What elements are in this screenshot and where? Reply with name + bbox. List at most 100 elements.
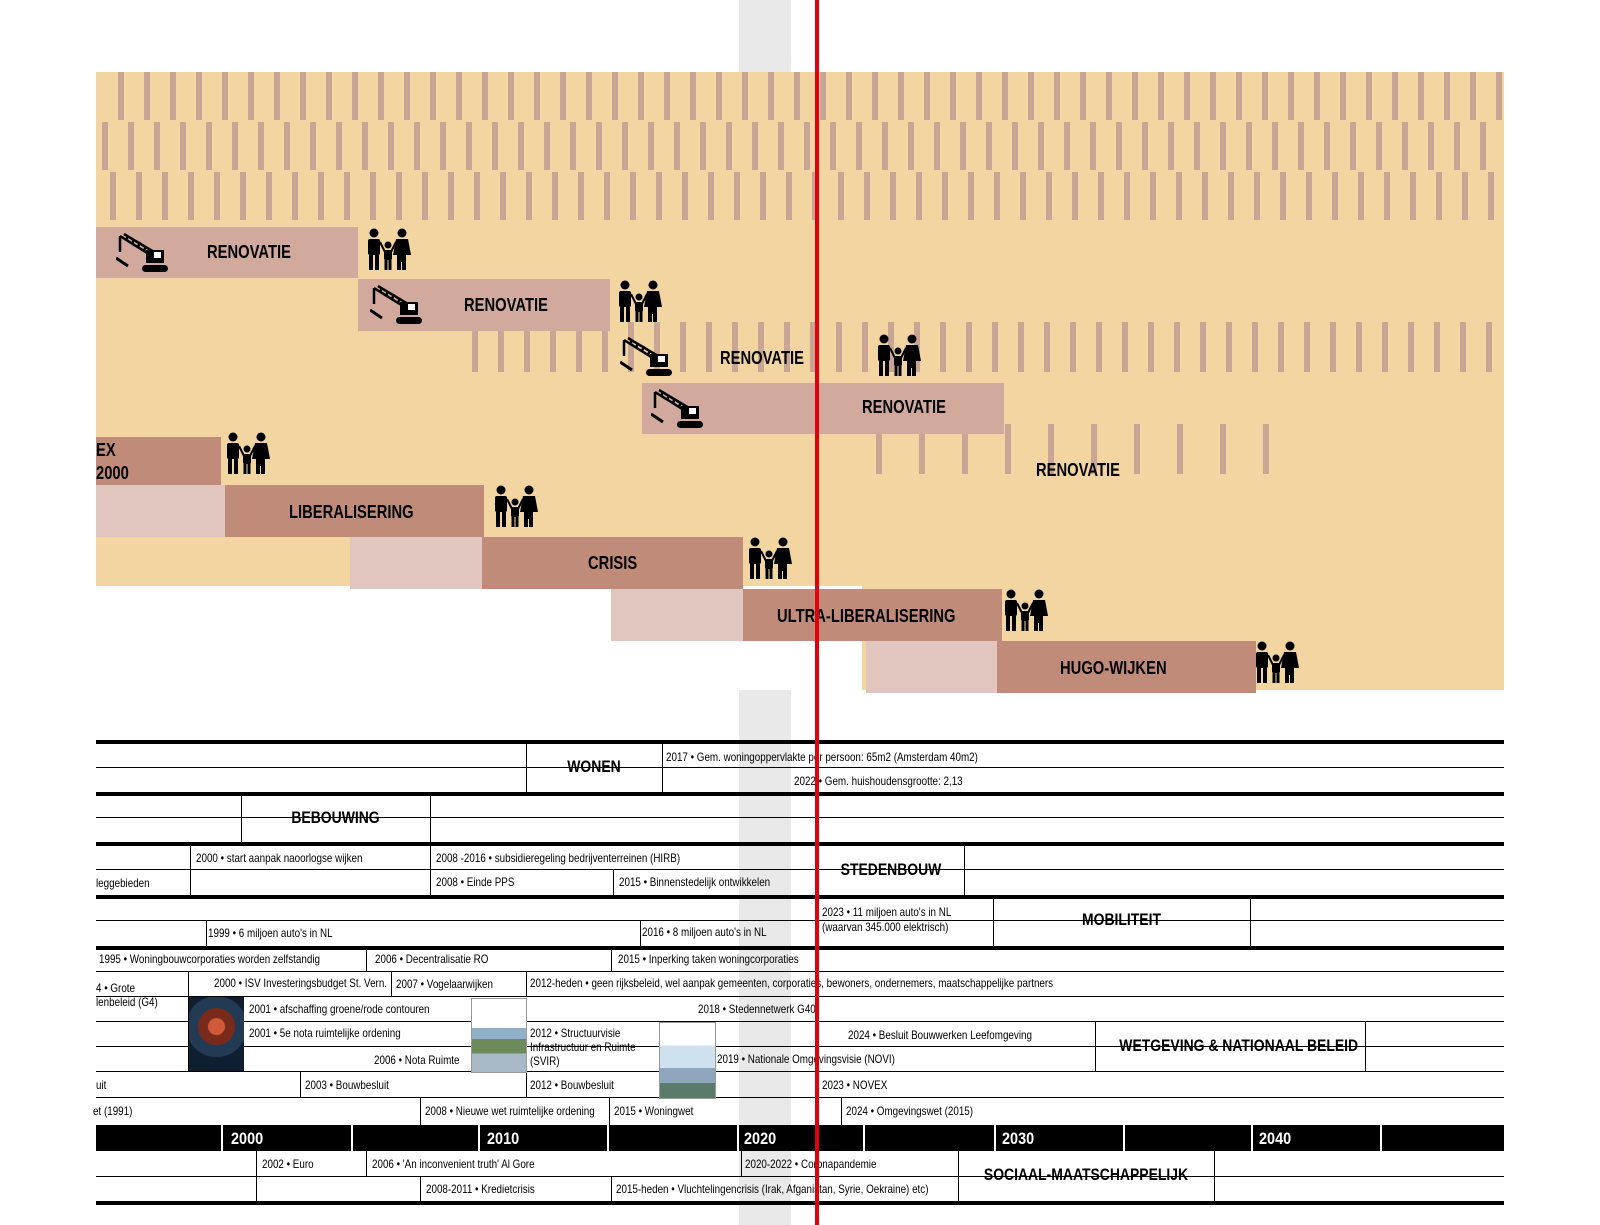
liberalisering-bar — [225, 485, 484, 537]
stripe — [872, 72, 878, 120]
stripe — [742, 72, 748, 120]
stripe — [1470, 72, 1476, 120]
axis-tick — [994, 1125, 996, 1151]
stripe — [1122, 322, 1128, 372]
stripe — [1046, 172, 1052, 220]
stripe — [474, 172, 480, 220]
category-mobiliteit: MOBILITEIT — [1081, 910, 1161, 929]
stripe — [986, 122, 992, 170]
stripe — [1254, 172, 1260, 220]
stripe — [680, 322, 686, 372]
stripe — [456, 72, 462, 120]
stripe — [482, 72, 488, 120]
stripe — [1486, 322, 1492, 372]
stripe — [916, 172, 922, 220]
event-text: (waarvan 345.000 elektrisch) — [822, 920, 949, 934]
stripe — [466, 122, 472, 170]
stripe — [778, 122, 784, 170]
row-line — [96, 996, 1504, 997]
stripe — [1064, 122, 1070, 170]
stripe — [1444, 72, 1450, 120]
stripe — [404, 72, 410, 120]
stripe — [136, 172, 142, 220]
stripe — [1418, 72, 1424, 120]
stripe — [784, 322, 790, 372]
stripe — [706, 322, 712, 372]
event-text: et (1991) — [93, 1104, 133, 1118]
stripe — [1434, 322, 1440, 372]
renovatie-label-1: RENOVATIE — [207, 242, 291, 262]
stripe — [1177, 424, 1183, 474]
event-text: 2020-2022 • Coronapandemie — [745, 1157, 877, 1171]
stripe — [284, 122, 290, 170]
cell-border — [430, 846, 431, 895]
stripe — [1278, 322, 1284, 372]
hugo-pre-bar — [866, 641, 997, 693]
stripe — [326, 72, 332, 120]
family-icon — [365, 228, 411, 277]
event-text: 2023 • NOVEX — [822, 1078, 888, 1092]
stripe — [1018, 322, 1024, 372]
event-text: 2008 • Einde PPS — [436, 875, 515, 889]
cell-border — [841, 1097, 842, 1125]
stripe — [388, 122, 394, 170]
axis-tick — [351, 1125, 353, 1151]
axis-year-2040: 2040 — [1259, 1129, 1292, 1148]
stripe — [1330, 322, 1336, 372]
cell-border — [420, 1097, 421, 1125]
stripe — [794, 72, 800, 120]
cell-border — [958, 1151, 959, 1201]
section-divider — [96, 842, 1504, 846]
crisis-bar — [482, 537, 743, 589]
renovatie-label-2: RENOVATIE — [464, 295, 548, 315]
stripe — [1012, 122, 1018, 170]
event-text: lenbeleid (G4) — [96, 995, 158, 1009]
stripe — [1462, 172, 1468, 220]
stripe — [994, 172, 1000, 220]
stripe — [732, 322, 738, 372]
stripe — [1002, 72, 1008, 120]
cell-border — [188, 971, 189, 1071]
stripe — [876, 424, 882, 474]
event-text: 2024 • Besluit Bouwwerken Leefomgeving — [848, 1028, 1032, 1042]
category-wetgeving: WETGEVING & NATIONAAL BELEID — [1119, 1036, 1359, 1055]
stripe — [1306, 172, 1312, 220]
stripe — [292, 172, 298, 220]
stripe — [430, 72, 436, 120]
stripe — [890, 172, 896, 220]
stripe — [162, 172, 168, 220]
thumbnail-svir — [471, 998, 527, 1073]
stripe — [1048, 424, 1054, 474]
stripe — [752, 122, 758, 170]
row-line — [96, 767, 1504, 768]
stripe — [1202, 172, 1208, 220]
axis-year-2020: 2020 — [744, 1129, 777, 1148]
stripe — [1090, 122, 1096, 170]
stripe — [310, 122, 316, 170]
stripe — [128, 122, 134, 170]
family-icon — [746, 537, 792, 586]
renovatie-label-4: RENOVATIE — [862, 397, 946, 417]
axis-tick — [478, 1125, 480, 1151]
stripe — [960, 122, 966, 170]
stripe — [378, 72, 384, 120]
stripe — [786, 172, 792, 220]
event-text: Infrastructuur en Ruimte — [530, 1040, 636, 1054]
stripe — [1220, 424, 1226, 474]
stripe — [560, 72, 566, 120]
event-text: 2012-heden • geen rijksbeleid, wel aanpa… — [530, 976, 1054, 990]
stripe — [1262, 72, 1268, 120]
stripe — [498, 322, 504, 372]
stripe — [690, 72, 696, 120]
cell-border — [1214, 1151, 1215, 1201]
stripe — [1350, 122, 1356, 170]
stripe — [1124, 172, 1130, 220]
stripe — [144, 72, 150, 120]
renovatie-label-5: RENOVATIE — [1036, 460, 1120, 480]
row-line — [96, 1071, 1504, 1072]
stripe — [992, 322, 998, 372]
crane-icon — [369, 282, 422, 331]
stripe — [654, 322, 660, 372]
row-line — [96, 869, 1504, 870]
category-stedenbouw: STEDENBOUW — [840, 860, 942, 879]
